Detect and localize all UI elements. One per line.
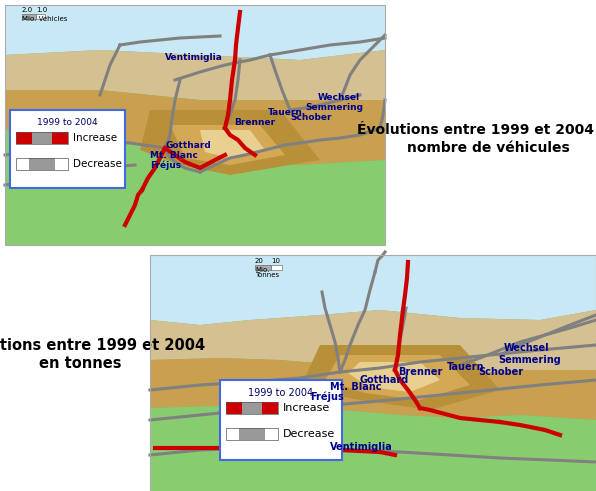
Polygon shape	[200, 130, 265, 158]
Text: Gotthard: Gotthard	[360, 375, 409, 385]
Polygon shape	[150, 310, 596, 375]
Bar	[262, 402, 278, 414]
Bar	[5, 5, 385, 245]
Text: Tonnes: Tonnes	[255, 272, 279, 278]
Bar	[265, 428, 278, 440]
Text: Mio. Vehicles: Mio. Vehicles	[22, 16, 67, 22]
Text: Mt. Blanc: Mt. Blanc	[150, 151, 198, 160]
Bar	[29, 158, 55, 170]
Text: 10: 10	[271, 258, 280, 264]
Text: Tauern: Tauern	[268, 108, 303, 117]
Polygon shape	[5, 5, 385, 245]
Text: Fréjus: Fréjus	[310, 391, 344, 402]
Polygon shape	[140, 110, 320, 175]
Bar	[241, 402, 262, 414]
Bar	[16, 158, 29, 170]
Bar	[16, 132, 32, 144]
Text: Decrease: Decrease	[73, 159, 122, 169]
Text: Mt. Blanc: Mt. Blanc	[330, 382, 381, 392]
Text: Schober: Schober	[478, 367, 523, 377]
Text: en tonnes: en tonnes	[39, 355, 121, 371]
FancyBboxPatch shape	[220, 380, 342, 460]
Bar	[226, 428, 278, 440]
Bar	[55, 158, 68, 170]
Polygon shape	[5, 5, 385, 60]
Text: Semmering: Semmering	[498, 355, 561, 365]
Polygon shape	[325, 355, 470, 400]
FancyBboxPatch shape	[10, 110, 125, 188]
Text: Gotthard: Gotthard	[165, 141, 211, 150]
Polygon shape	[150, 255, 596, 491]
Text: Tauern: Tauern	[447, 362, 485, 372]
Bar	[150, 255, 596, 491]
Text: Évolutions entre 1999 et 2004: Évolutions entre 1999 et 2004	[0, 337, 205, 353]
Text: Wechsel: Wechsel	[318, 93, 360, 102]
Bar	[32, 132, 52, 144]
Text: Increase: Increase	[73, 133, 117, 143]
Polygon shape	[5, 130, 385, 245]
Text: Fréjus: Fréjus	[150, 161, 181, 170]
Text: Ventimiglia: Ventimiglia	[165, 53, 223, 62]
Bar	[22, 14, 36, 19]
Polygon shape	[5, 50, 385, 100]
Bar	[52, 132, 68, 144]
Text: Decrease: Decrease	[283, 429, 335, 439]
Polygon shape	[150, 255, 596, 325]
Bar	[239, 428, 265, 440]
Text: 2.0: 2.0	[22, 7, 33, 13]
Text: nombre de véhicules: nombre de véhicules	[406, 141, 569, 155]
Bar	[16, 132, 68, 144]
Polygon shape	[348, 362, 440, 392]
Bar	[226, 402, 278, 414]
Text: Wechsel: Wechsel	[504, 343, 550, 353]
Text: Schober: Schober	[290, 113, 331, 122]
Text: Évolutions entre 1999 et 2004 en: Évolutions entre 1999 et 2004 en	[358, 123, 596, 137]
Bar	[16, 158, 68, 170]
Polygon shape	[150, 406, 596, 491]
Bar	[255, 265, 271, 270]
Text: Semmering: Semmering	[305, 103, 363, 112]
Bar	[36, 14, 45, 19]
Polygon shape	[150, 358, 596, 420]
Polygon shape	[5, 90, 385, 165]
Polygon shape	[300, 345, 500, 410]
Polygon shape	[170, 125, 285, 165]
Text: Brenner: Brenner	[234, 118, 275, 127]
Text: 1999 to 2004: 1999 to 2004	[37, 118, 98, 127]
Text: 20: 20	[255, 258, 264, 264]
Text: Increase: Increase	[283, 403, 330, 413]
Text: Brenner: Brenner	[398, 367, 442, 377]
Text: Ventimiglia: Ventimiglia	[330, 442, 393, 452]
Bar	[226, 402, 241, 414]
Text: 1.0: 1.0	[36, 7, 47, 13]
Text: Mio.: Mio.	[255, 267, 269, 273]
Bar	[271, 265, 282, 270]
Text: 1999 to 2004: 1999 to 2004	[249, 388, 313, 398]
Bar	[226, 428, 239, 440]
